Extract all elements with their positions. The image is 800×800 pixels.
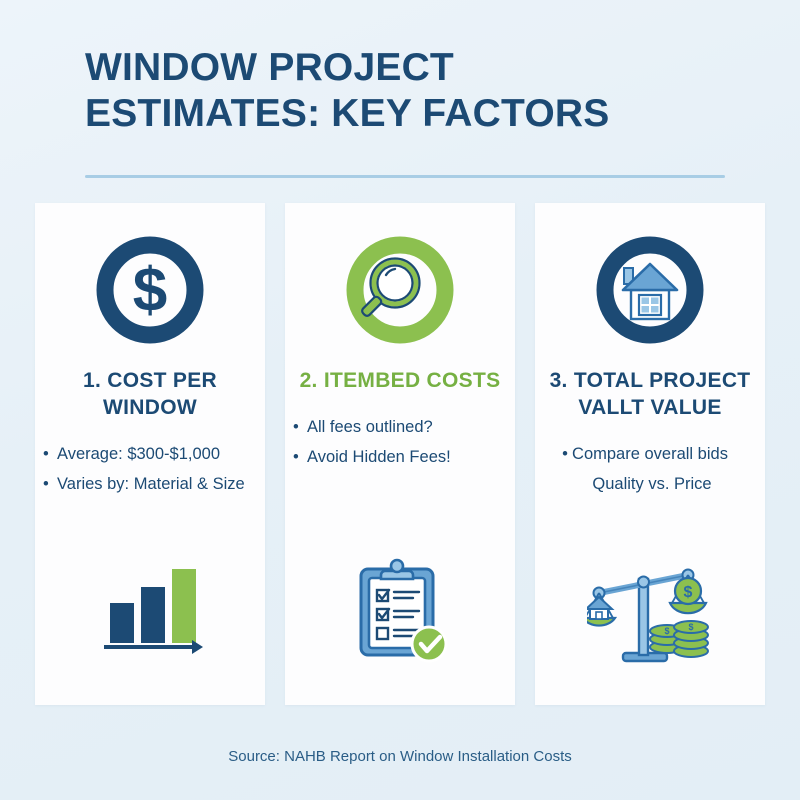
list-item: Varies by: Material & Size — [35, 469, 265, 499]
header-divider — [85, 175, 725, 178]
list-item: Quality vs. Price — [592, 475, 712, 493]
card-illustration — [285, 557, 515, 665]
card-bullet-list: All fees outlined? Avoid Hidden Fees! — [285, 412, 515, 472]
card-title: 1. COST PER WINDOW — [83, 369, 217, 419]
card-itemized-costs[interactable]: 2. ITEMBED COSTS All fees outlined? Avoi… — [285, 203, 515, 705]
source-footer: Source: NAHB Report on Window Installati… — [228, 748, 572, 765]
svg-text:$: $ — [133, 256, 167, 325]
list-item: Average: $300-$1,000 — [35, 439, 265, 469]
balance-scale-value-icon: $ $ $ — [587, 568, 709, 663]
bar-chart-growth-icon — [104, 569, 203, 654]
clipboard-checklist-icon — [359, 558, 448, 663]
page-title-line-2: ESTIMATES: KEY FACTORS — [85, 92, 610, 135]
card-total-project-value[interactable]: 3. TOTAL PROJECT VALLT VALUE Compare ove… — [535, 203, 765, 705]
svg-text:$: $ — [664, 626, 669, 636]
list-item: Compare overall bids — [535, 439, 765, 469]
card-bullet-list: Compare overall bids Quality vs. Price — [535, 439, 765, 499]
magnifier-circle-icon — [346, 236, 454, 344]
svg-text:$: $ — [684, 584, 693, 601]
card-illustration: $ $ $ — [535, 561, 765, 665]
cards-row: $ 1. COST PER WINDOW Average: $300-$1,00… — [35, 203, 765, 705]
dollar-circle-icon: $ — [96, 236, 204, 344]
card-title: 2. ITEMBED COSTS — [299, 369, 501, 392]
card-cost-per-window[interactable]: $ 1. COST PER WINDOW Average: $300-$1,00… — [35, 203, 265, 705]
card-title: 3. TOTAL PROJECT VALLT VALUE — [549, 369, 751, 419]
header: WINDOW PROJECT ESTIMATES: KEY FACTORS — [85, 45, 745, 137]
page-title: WINDOW PROJECT ESTIMATES: KEY FACTORS — [85, 45, 745, 137]
list-item: Avoid Hidden Fees! — [285, 442, 515, 472]
card-illustration — [35, 555, 265, 655]
card-bullet-list: Average: $300-$1,000 Varies by: Material… — [35, 439, 265, 499]
house-circle-icon — [596, 236, 704, 344]
page-title-line-1: WINDOW PROJECT — [85, 46, 454, 89]
svg-text:$: $ — [688, 622, 693, 632]
list-item: All fees outlined? — [285, 412, 515, 442]
